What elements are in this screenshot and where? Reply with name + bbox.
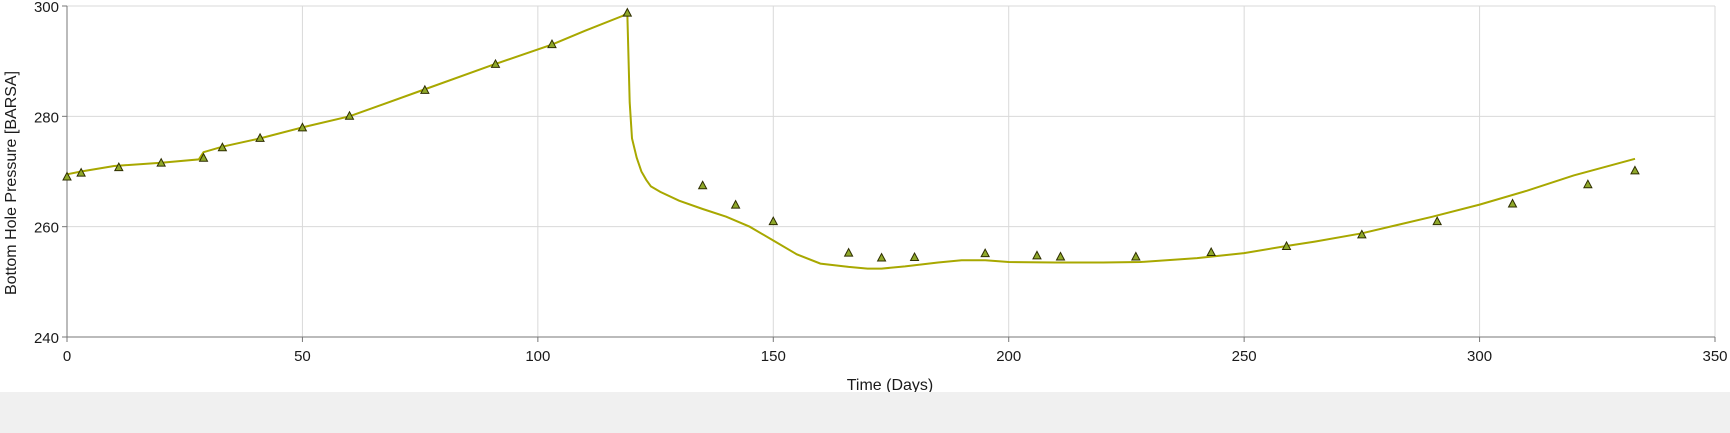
x-tick-label: 150 (761, 348, 786, 365)
x-tick-label: 350 (1702, 348, 1727, 365)
x-tick-label: 0 (63, 348, 71, 365)
observed-point (768, 216, 779, 226)
series-layer (66, 10, 1636, 270)
observed-point (980, 248, 991, 258)
observed-point (217, 142, 228, 152)
plot-area: 0 50 100 150 200 250 300 350 240 260 280 300 Time … (3, 0, 1728, 394)
x-axis-label: Time (Days) (847, 377, 934, 392)
simulated-pressure-line (66, 10, 1636, 270)
observed-point (1032, 250, 1042, 260)
observed-point (547, 39, 557, 49)
observed-point (1055, 251, 1066, 261)
observed-point (1630, 165, 1640, 175)
y-tick-label: 300 (34, 0, 59, 16)
observed-point (876, 252, 887, 262)
observed-point (1357, 229, 1367, 239)
y-axis-label: Bottom Hole Pressure [BARSA] (3, 71, 20, 295)
x-tick-label: 100 (525, 348, 550, 365)
observed-point (697, 180, 708, 190)
y-tick-label: 260 (34, 220, 59, 237)
observed-point (1507, 198, 1518, 208)
observed-point (156, 157, 167, 167)
x-tick-label: 200 (996, 348, 1021, 365)
observed-point (843, 247, 854, 257)
observed-point (76, 167, 86, 177)
y-tick-label: 280 (34, 109, 59, 126)
observed-point (62, 171, 72, 181)
observed-point (1206, 246, 1217, 257)
observed-point (622, 7, 633, 17)
y-tick-label: 240 (34, 330, 59, 347)
observed-point (297, 122, 308, 132)
x-tick-labels: 0 50 100 150 200 250 300 350 (63, 348, 1728, 365)
grid-lines (67, 5, 1716, 337)
x-tick-label: 300 (1467, 348, 1492, 365)
bottom-panel (0, 392, 1730, 433)
pressure-chart: 0 50 100 150 200 250 300 350 240 260 280 300 Time … (3, 0, 1728, 394)
observed-point (255, 132, 265, 142)
observed-point (1583, 179, 1593, 189)
observed-point (1131, 251, 1141, 261)
observed-point (1281, 240, 1292, 250)
x-tick-label: 50 (294, 348, 311, 365)
observed-point (909, 251, 920, 262)
observed-point (730, 199, 741, 209)
observed-point (113, 162, 124, 172)
x-tick-label: 250 (1232, 348, 1257, 365)
observed-point (420, 84, 430, 94)
observed-point (1432, 216, 1443, 226)
observed-point (198, 152, 209, 162)
observed-point (344, 110, 355, 120)
y-tick-labels: 240 260 280 300 (34, 0, 59, 347)
observed-markers (62, 7, 1640, 262)
axes (62, 5, 1716, 342)
observed-point (490, 58, 501, 68)
